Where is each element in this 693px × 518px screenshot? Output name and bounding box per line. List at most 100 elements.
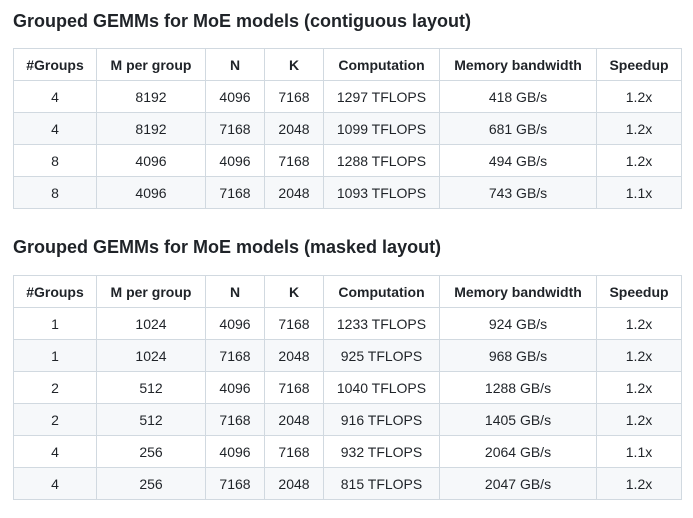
column-header-n: N [205, 275, 265, 308]
table-row: 4 256 4096 7168 932 TFLOPS 2064 GB/s 1.1x [13, 435, 682, 468]
column-header-memory-bandwidth: Memory bandwidth [439, 275, 597, 308]
cell-groups: 8 [13, 176, 97, 209]
cell-computation: 1233 TFLOPS [323, 307, 440, 340]
column-header-speedup: Speedup [596, 275, 682, 308]
cell-k: 7168 [264, 307, 324, 340]
column-header-memory-bandwidth: Memory bandwidth [439, 48, 597, 81]
cell-m-per-group: 1024 [96, 339, 206, 372]
cell-groups: 2 [13, 403, 97, 436]
cell-memory-bandwidth: 1288 GB/s [439, 371, 597, 404]
table-row: 8 4096 4096 7168 1288 TFLOPS 494 GB/s 1.2x [13, 144, 682, 177]
cell-computation: 1040 TFLOPS [323, 371, 440, 404]
cell-speedup: 1.2x [596, 112, 682, 145]
cell-groups: 4 [13, 80, 97, 113]
table-row: 1 1024 7168 2048 925 TFLOPS 968 GB/s 1.2x [13, 339, 682, 372]
cell-speedup: 1.2x [596, 403, 682, 436]
masked-layout-table: #Groups M per group N K Computation Memory ba… [13, 275, 682, 500]
column-header-m-per-group: M per group [96, 48, 206, 81]
cell-speedup: 1.2x [596, 339, 682, 372]
cell-groups: 4 [13, 467, 97, 500]
cell-m-per-group: 1024 [96, 307, 206, 340]
cell-memory-bandwidth: 743 GB/s [439, 176, 597, 209]
cell-memory-bandwidth: 968 GB/s [439, 339, 597, 372]
cell-n: 4096 [205, 435, 265, 468]
cell-computation: 1093 TFLOPS [323, 176, 440, 209]
column-header-m-per-group: M per group [96, 275, 206, 308]
cell-speedup: 1.1x [596, 176, 682, 209]
cell-memory-bandwidth: 681 GB/s [439, 112, 597, 145]
cell-k: 2048 [264, 403, 324, 436]
column-header-computation: Computation [323, 48, 440, 81]
cell-memory-bandwidth: 1405 GB/s [439, 403, 597, 436]
cell-k: 7168 [264, 80, 324, 113]
cell-n: 7168 [205, 467, 265, 500]
cell-k: 7168 [264, 435, 324, 468]
cell-speedup: 1.2x [596, 371, 682, 404]
cell-computation: 815 TFLOPS [323, 467, 440, 500]
cell-n: 7168 [205, 403, 265, 436]
masked-layout-title: Grouped GEMMs for MoE models (masked lay… [13, 237, 442, 257]
cell-speedup: 1.2x [596, 144, 682, 177]
cell-n: 7168 [205, 112, 265, 145]
table-row: 4 256 7168 2048 815 TFLOPS 2047 GB/s 1.2x [13, 467, 682, 500]
cell-k: 7168 [264, 144, 324, 177]
table-header-row: #Groups M per group N K Computation Memory ba… [13, 48, 682, 81]
cell-k: 2048 [264, 112, 324, 145]
column-header-groups: #Groups [13, 48, 97, 81]
cell-k: 7168 [264, 371, 324, 404]
cell-computation: 1288 TFLOPS [323, 144, 440, 177]
table-row: 1 1024 4096 7168 1233 TFLOPS 924 GB/s 1.2x [13, 307, 682, 340]
cell-m-per-group: 512 [96, 371, 206, 404]
cell-groups: 8 [13, 144, 97, 177]
cell-computation: 1099 TFLOPS [323, 112, 440, 145]
column-header-groups: #Groups [13, 275, 97, 308]
table-row: 8 4096 7168 2048 1093 TFLOPS 743 GB/s 1.1x [13, 176, 682, 209]
column-header-n: N [205, 48, 265, 81]
cell-speedup: 1.2x [596, 467, 682, 500]
table-row: 2 512 7168 2048 916 TFLOPS 1405 GB/s 1.2x [13, 403, 682, 436]
cell-groups: 4 [13, 435, 97, 468]
table-row: 4 8192 7168 2048 1099 TFLOPS 681 GB/s 1.2x [13, 112, 682, 145]
column-header-speedup: Speedup [596, 48, 682, 81]
cell-computation: 1297 TFLOPS [323, 80, 440, 113]
cell-groups: 2 [13, 371, 97, 404]
cell-speedup: 1.1x [596, 435, 682, 468]
cell-n: 7168 [205, 176, 265, 209]
cell-k: 2048 [264, 467, 324, 500]
column-header-k: K [264, 48, 324, 81]
column-header-k: K [264, 275, 324, 308]
table-row: 2 512 4096 7168 1040 TFLOPS 1288 GB/s 1.2x [13, 371, 682, 404]
cell-computation: 932 TFLOPS [323, 435, 440, 468]
cell-computation: 925 TFLOPS [323, 339, 440, 372]
cell-speedup: 1.2x [596, 307, 682, 340]
cell-n: 4096 [205, 307, 265, 340]
cell-groups: 1 [13, 339, 97, 372]
cell-speedup: 1.2x [596, 80, 682, 113]
cell-memory-bandwidth: 494 GB/s [439, 144, 597, 177]
cell-memory-bandwidth: 2064 GB/s [439, 435, 597, 468]
cell-m-per-group: 512 [96, 403, 206, 436]
cell-m-per-group: 8192 [96, 80, 206, 113]
cell-m-per-group: 256 [96, 435, 206, 468]
cell-n: 4096 [205, 144, 265, 177]
cell-k: 2048 [264, 339, 324, 372]
cell-m-per-group: 256 [96, 467, 206, 500]
cell-groups: 4 [13, 112, 97, 145]
cell-memory-bandwidth: 924 GB/s [439, 307, 597, 340]
column-header-computation: Computation [323, 275, 440, 308]
cell-n: 4096 [205, 371, 265, 404]
cell-memory-bandwidth: 2047 GB/s [439, 467, 597, 500]
table-header-row: #Groups M per group N K Computation Memory ba… [13, 275, 682, 308]
contiguous-layout-title: Grouped GEMMs for MoE models (contiguous… [13, 11, 471, 31]
cell-k: 2048 [264, 176, 324, 209]
cell-memory-bandwidth: 418 GB/s [439, 80, 597, 113]
cell-m-per-group: 8192 [96, 112, 206, 145]
cell-m-per-group: 4096 [96, 176, 206, 209]
cell-groups: 1 [13, 307, 97, 340]
contiguous-layout-table: #Groups M per group N K Computation Memory ba… [13, 48, 682, 209]
cell-n: 7168 [205, 339, 265, 372]
cell-computation: 916 TFLOPS [323, 403, 440, 436]
cell-m-per-group: 4096 [96, 144, 206, 177]
cell-n: 4096 [205, 80, 265, 113]
table-row: 4 8192 4096 7168 1297 TFLOPS 418 GB/s 1.2x [13, 80, 682, 113]
